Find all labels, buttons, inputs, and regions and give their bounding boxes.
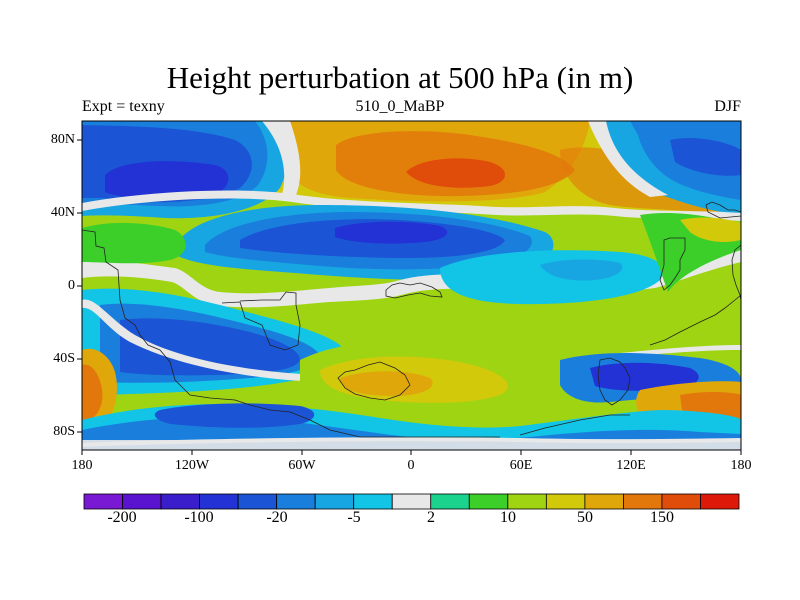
asia-zero-ribbon: [588, 121, 668, 197]
indian-ocean-blue: [540, 259, 623, 281]
x-tick-label-0: 0: [407, 458, 415, 473]
colorbar-label-150: 150: [650, 509, 674, 526]
colorbar-box-16: [700, 493, 740, 510]
x-tick-label-120w: 120W: [174, 458, 210, 473]
colorbar-box-0: [83, 493, 123, 510]
y-tick-label-0: 0: [68, 278, 75, 293]
colorbar-box-12: [545, 493, 586, 510]
pacific-zero-ribbon: [262, 121, 301, 195]
x-tick-label-120e: 120E: [616, 458, 646, 473]
x-tick-label-60w: 60W: [288, 458, 316, 473]
plot-title: Height perturbation at 500 hPa (in m): [166, 60, 634, 95]
colorbar-label-neg200: -200: [107, 509, 137, 526]
antarctic-ribbon-line: [82, 437, 741, 447]
colorbar-box-13: [584, 493, 624, 510]
arctic-low-core: [670, 138, 741, 176]
colorbar-box-14: [623, 493, 663, 510]
center-string: 510_0_MaBP: [355, 98, 445, 115]
australia-low-core: [590, 362, 699, 391]
coastline-indonesia: [649, 294, 741, 346]
coastline-australia: [597, 357, 631, 406]
south-pacific-high-core: [82, 364, 103, 420]
north-atlantic-high-core: [406, 158, 505, 188]
south-atlantic-orange: [340, 371, 433, 396]
coastline-south-atlantic-island: [337, 361, 411, 401]
colorbar-box-4: [237, 493, 278, 510]
colorbar: [83, 493, 740, 510]
north-zero-ribbon: [82, 190, 741, 221]
map-field: [82, 121, 741, 450]
pacific-tropical-green: [82, 222, 186, 264]
coastline-africa-north: [385, 282, 443, 299]
coastline-kamchatka: [705, 201, 741, 219]
coastline-east-asia: [659, 237, 686, 291]
x-tick-label-180e: 180: [730, 458, 752, 473]
colorbar-label-50: 50: [577, 509, 593, 526]
west-pacific-yellow: [680, 217, 741, 243]
colorbar-box-11: [507, 493, 547, 510]
coastline-north-america: [221, 291, 301, 351]
x-tick-label-60e: 60E: [509, 458, 533, 473]
x-tick-label-180w: 180: [71, 458, 93, 473]
colorbar-box-6: [314, 493, 355, 510]
colorbar-box-7: [353, 493, 393, 510]
right-string: DJF: [714, 98, 741, 115]
colorbar-box-1: [122, 493, 162, 510]
y-tick-label-80s: 80S: [53, 424, 75, 439]
colorbar-box-2: [160, 493, 200, 510]
north-pacific-low-core: [105, 161, 229, 200]
south-pacific-darkblue: [120, 318, 300, 376]
colorbar-box-10: [468, 493, 509, 510]
coastlines: [82, 201, 741, 438]
colorbar-box-3: [199, 493, 239, 510]
left-string: Expt = texny: [82, 98, 165, 115]
colorbar-box-8: [391, 493, 432, 510]
y-tick-label-80n: 80N: [50, 132, 75, 147]
coastline-south-america: [82, 229, 500, 438]
coastline-date-line: [731, 244, 741, 301]
y-tick-label-40s: 40S: [53, 351, 75, 366]
colorbar-box-15: [661, 493, 701, 510]
colorbar-box-5: [276, 493, 316, 510]
tick-marks: [77, 139, 742, 455]
colorbar-label-neg5: -5: [347, 509, 361, 526]
colorbar-label-10: 10: [500, 509, 516, 526]
colorbar-box-9: [430, 493, 470, 510]
colorbar-label-neg20: -20: [266, 509, 288, 526]
atlantic-low-core: [335, 221, 448, 244]
coastline-antarctica: [519, 414, 630, 436]
colorbar-label-neg100: -100: [184, 509, 214, 526]
colorbar-label-2: 2: [427, 509, 435, 526]
south-pacific-low-band: [154, 403, 315, 428]
y-tick-label-40n: 40N: [50, 205, 75, 220]
